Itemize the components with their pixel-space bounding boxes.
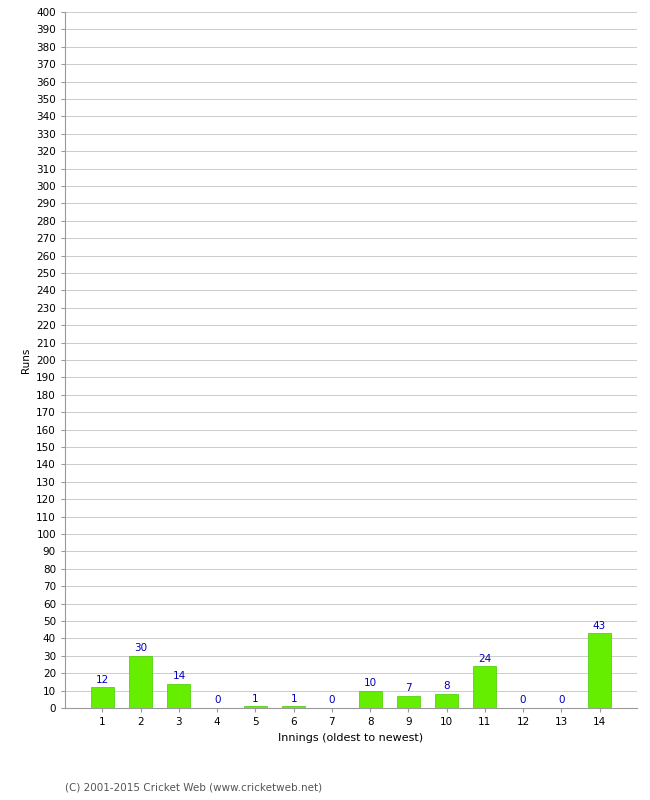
Bar xyxy=(91,687,114,708)
Text: 0: 0 xyxy=(329,695,335,706)
Text: 14: 14 xyxy=(172,671,185,681)
Text: 0: 0 xyxy=(214,695,220,706)
Text: 10: 10 xyxy=(363,678,377,688)
X-axis label: Innings (oldest to newest): Innings (oldest to newest) xyxy=(278,733,424,742)
Text: 1: 1 xyxy=(252,694,259,704)
Text: 0: 0 xyxy=(558,695,565,706)
Text: 24: 24 xyxy=(478,654,491,664)
Text: 1: 1 xyxy=(291,694,297,704)
Bar xyxy=(397,696,420,708)
Text: 8: 8 xyxy=(443,682,450,691)
Y-axis label: Runs: Runs xyxy=(21,347,31,373)
Text: 7: 7 xyxy=(405,683,411,694)
Text: 12: 12 xyxy=(96,674,109,685)
Text: 30: 30 xyxy=(134,643,148,653)
Bar xyxy=(359,690,382,708)
Bar xyxy=(168,684,190,708)
Text: 0: 0 xyxy=(520,695,526,706)
Bar xyxy=(435,694,458,708)
Text: (C) 2001-2015 Cricket Web (www.cricketweb.net): (C) 2001-2015 Cricket Web (www.cricketwe… xyxy=(65,782,322,792)
Bar xyxy=(129,656,152,708)
Bar xyxy=(282,706,305,708)
Text: 43: 43 xyxy=(593,621,606,630)
Bar xyxy=(588,633,611,708)
Bar xyxy=(244,706,267,708)
Bar xyxy=(473,666,497,708)
